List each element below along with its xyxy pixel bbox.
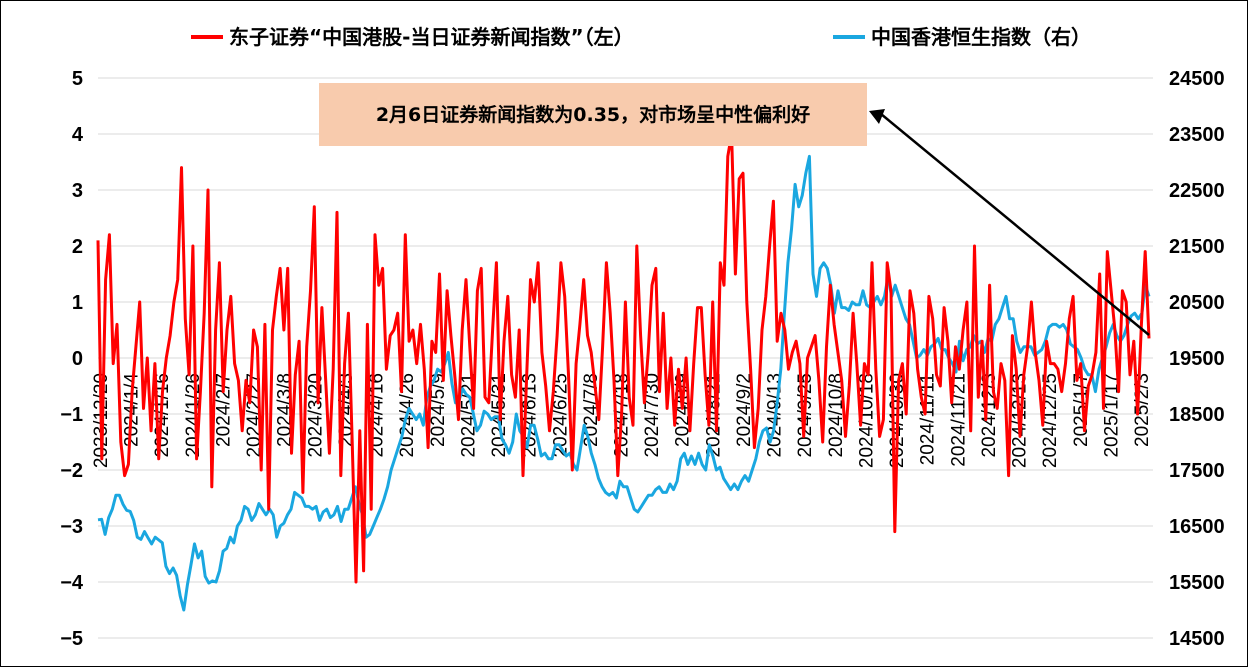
annotation-box: 2月6日证券新闻指数为0.35，对市场呈中性偏利好 bbox=[319, 83, 867, 146]
x-tick-label: 2024/3/20 bbox=[305, 373, 326, 458]
x-tick-label: 2025/1/17 bbox=[1101, 373, 1122, 458]
right-tick-label: 20500 bbox=[1169, 292, 1225, 314]
left-tick-label: 3 bbox=[72, 180, 83, 202]
right-tick-label: 23500 bbox=[1169, 124, 1225, 146]
x-tick-label: 2024/11/11 bbox=[918, 373, 939, 465]
right-axis-ticks: 24500 23500 22500 21500 20500 19500 18500 17500… bbox=[1169, 68, 1225, 650]
annotation-background bbox=[319, 83, 867, 146]
left-tick-label: −2 bbox=[60, 460, 83, 482]
right-tick-label: 14500 bbox=[1169, 628, 1225, 650]
x-tick-label: 2024/9/2 bbox=[734, 373, 755, 447]
left-tick-label: −4 bbox=[60, 572, 84, 594]
x-tick-label: 2024/5/9 bbox=[428, 373, 449, 447]
right-tick-label: 22500 bbox=[1169, 180, 1225, 202]
left-tick-label: 2 bbox=[72, 236, 83, 258]
x-tick-label: 2024/12/3 bbox=[979, 373, 1000, 458]
left-tick-label: −5 bbox=[60, 628, 83, 650]
x-tick-label: 2024/7/30 bbox=[642, 373, 663, 458]
right-tick-label: 21500 bbox=[1169, 236, 1225, 258]
legend-label-hsi: 中国香港恒生指数（右） bbox=[871, 25, 1091, 49]
legend-label-news-index: 东子证券“中国港股-当日证券新闻指数”（左） bbox=[229, 25, 634, 49]
x-tick-label: 2024/6/25 bbox=[550, 373, 571, 458]
right-tick-label: 15500 bbox=[1169, 572, 1225, 594]
right-tick-label: 16500 bbox=[1169, 516, 1225, 538]
right-tick-label: 18500 bbox=[1169, 404, 1225, 426]
series-line-news-index bbox=[96, 132, 1151, 584]
series-lines bbox=[96, 132, 1151, 612]
left-tick-label: 4 bbox=[72, 124, 84, 146]
legend: 东子证券“中国港股-当日证券新闻指数”（左） 中国香港恒生指数（右） bbox=[191, 25, 1091, 49]
left-tick-label: −1 bbox=[60, 404, 83, 426]
left-tick-label: 5 bbox=[72, 68, 83, 90]
x-tick-label: 2024/5/21 bbox=[458, 373, 479, 458]
annotation-text: 2月6日证券新闻指数为0.35，对市场呈中性偏利好 bbox=[376, 103, 810, 126]
right-tick-label: 17500 bbox=[1169, 460, 1225, 482]
right-tick-label: 24500 bbox=[1169, 68, 1225, 90]
annotation-arrow bbox=[869, 109, 1150, 336]
left-tick-label: 1 bbox=[72, 292, 83, 314]
left-tick-label: 0 bbox=[72, 348, 83, 370]
x-tick-label: 2024/2/7 bbox=[213, 373, 234, 447]
right-tick-label: 19500 bbox=[1169, 348, 1225, 370]
left-axis-ticks: 5 4 3 2 1 0 −1 −2 −3 −4 −5 bbox=[60, 68, 84, 650]
left-tick-label: −3 bbox=[60, 516, 83, 538]
